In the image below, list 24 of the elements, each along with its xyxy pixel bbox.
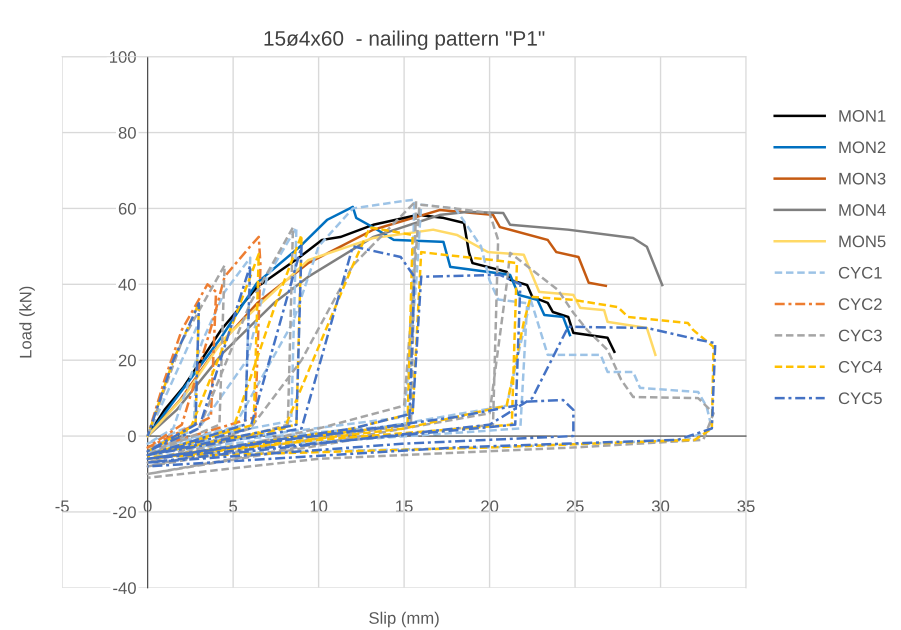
y-tick-label: 100 (110, 51, 136, 63)
y-tick-label: 60 (118, 202, 136, 215)
legend-label: CYC2 (838, 298, 882, 310)
legend-label: CYC5 (838, 392, 882, 404)
chart-title: 15ø4x60 - nailing pattern "P1" (264, 30, 544, 50)
legend-label: CYC1 (838, 266, 882, 279)
legend-label: CYC4 (838, 360, 882, 373)
y-tick-label: 40 (118, 278, 136, 291)
legend-label: MON3 (839, 172, 886, 185)
y-tick-label: -20 (113, 506, 136, 518)
x-axis-title: Slip (mm) (369, 612, 439, 628)
x-tick-label: 35 (737, 500, 755, 512)
legend-label: MON1 (839, 110, 886, 122)
legend-label: MON5 (839, 236, 886, 248)
y-tick-label: 80 (118, 126, 136, 139)
legend-label: MON2 (839, 141, 886, 154)
y-axis-title: Load (kN) (19, 286, 35, 358)
y-tick-label: 20 (118, 354, 136, 366)
x-tick-label: -5 (56, 500, 69, 512)
legend-label: MON4 (839, 204, 886, 216)
legend-label: CYC3 (838, 330, 882, 342)
y-tick-label: -40 (113, 582, 136, 594)
line-series (146, 236, 262, 451)
y-tick-label: 0 (128, 430, 136, 442)
